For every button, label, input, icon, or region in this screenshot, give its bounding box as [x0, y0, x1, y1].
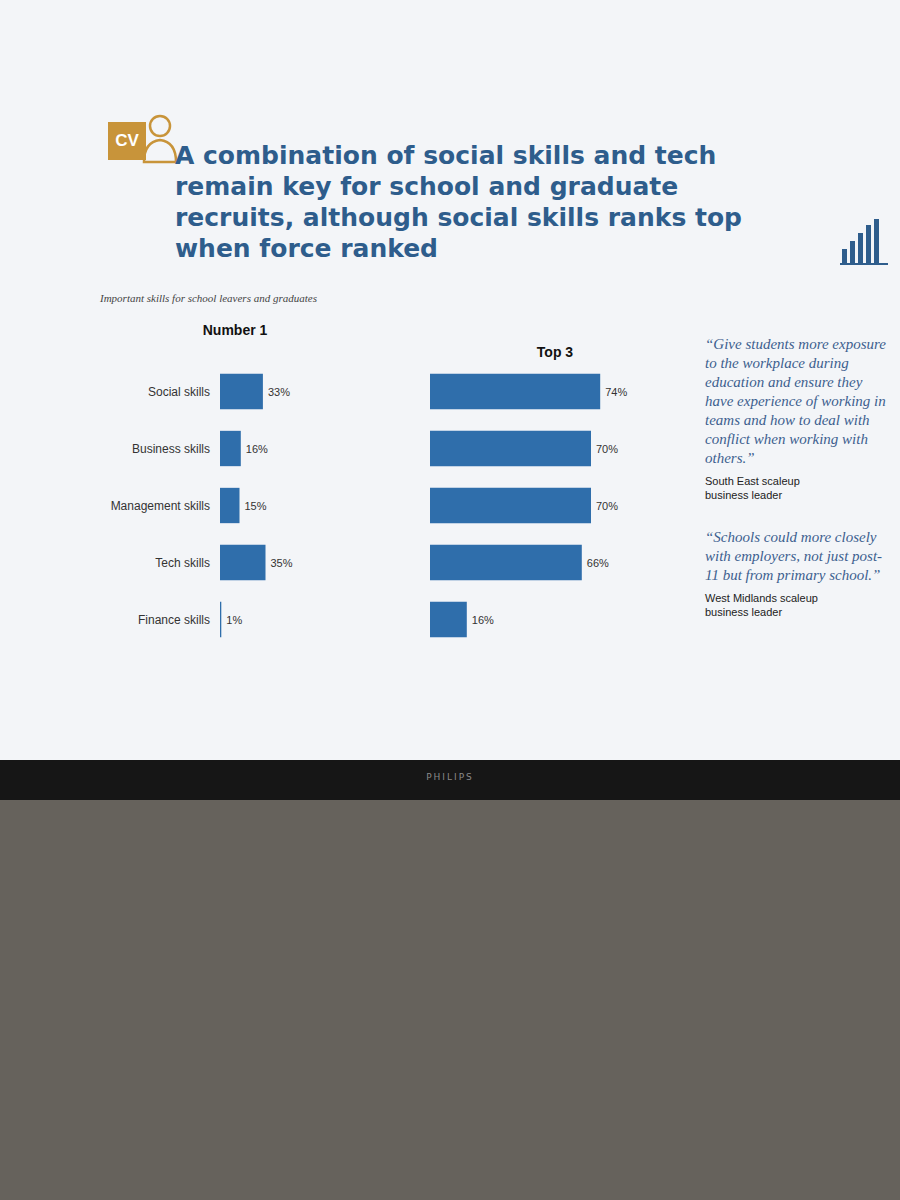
- html-text:Important skills for school le: Important skills for school leavers and …: [100, 292, 317, 304]
- html-text:“Give students more exposure t: “Give students more exposure to the work…: [705, 336, 886, 466]
- svg-text:Tech skills: Tech skills: [155, 556, 210, 570]
- svg-text:74%: 74%: [605, 386, 627, 398]
- svg-text:Social skills: Social skills: [148, 385, 210, 399]
- html-text:CV: CV: [115, 131, 139, 150]
- svg-text:70%: 70%: [596, 443, 618, 455]
- svg-text:16%: 16%: [246, 443, 268, 455]
- svg-text:35%: 35%: [271, 557, 293, 569]
- svg-text:66%: 66%: [587, 557, 609, 569]
- svg-text:70%: 70%: [596, 500, 618, 512]
- svg-text:33%: 33%: [268, 386, 290, 398]
- svg-text:Business skills: Business skills: [132, 442, 210, 456]
- html-text:West Midlands scaleup business: West Midlands scaleup business leader: [705, 592, 818, 618]
- html-text:PHILIPS: PHILIPS: [426, 772, 474, 782]
- svg-text:1%: 1%: [226, 614, 242, 626]
- svg-text:Finance skills: Finance skills: [138, 613, 210, 627]
- svg-text:Number 1: Number 1: [203, 322, 268, 338]
- html-text:“Schools could more closely wi: “Schools could more closely with employe…: [705, 529, 883, 583]
- svg-text:Management skills: Management skills: [111, 499, 210, 513]
- svg-text:16%: 16%: [472, 614, 494, 626]
- svg-text:Top 3: Top 3: [537, 344, 574, 360]
- html-text:South East scaleup business le: South East scaleup business leader: [705, 475, 800, 501]
- svg-text:15%: 15%: [245, 500, 267, 512]
- html-text:A combination of social skills: A combination of social skills and tech …: [175, 141, 742, 263]
